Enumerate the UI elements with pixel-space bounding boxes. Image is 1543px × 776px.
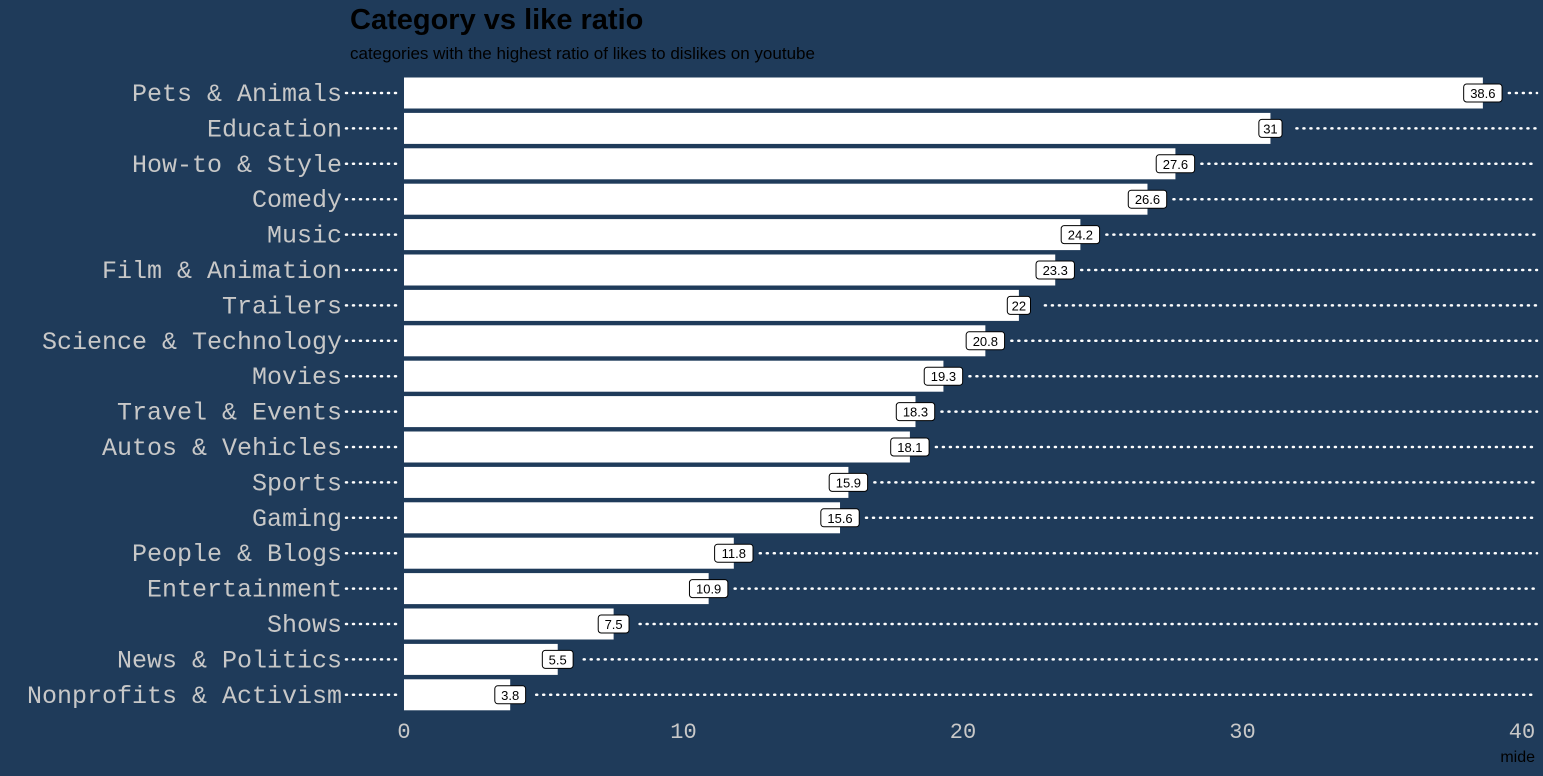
x-tick-label: 40 xyxy=(1509,720,1535,745)
category-label: Sports xyxy=(252,469,342,498)
value-label: 31 xyxy=(1263,121,1277,136)
value-label-box xyxy=(494,685,527,705)
x-tick-label: 30 xyxy=(1229,720,1255,745)
value-label-box xyxy=(923,366,964,386)
value-label-box xyxy=(828,472,869,492)
value-label-box xyxy=(1060,225,1101,245)
value-label: 3.8 xyxy=(501,688,519,703)
x-axis-label: mide xyxy=(1500,749,1535,766)
value-label-box xyxy=(688,579,729,599)
category-label: Comedy xyxy=(252,186,342,215)
value-label-box xyxy=(541,649,574,669)
value-label: 38.6 xyxy=(1470,86,1495,101)
chart-title: Category vs like ratio xyxy=(350,4,644,36)
value-label-box xyxy=(597,614,630,634)
bar xyxy=(404,219,1081,251)
value-label-box xyxy=(895,402,936,422)
x-tick-label: 0 xyxy=(397,720,410,745)
value-label: 5.5 xyxy=(549,652,567,667)
bar xyxy=(404,325,986,357)
category-label: Nonprofits & Activism xyxy=(27,682,342,711)
value-label-box xyxy=(1006,295,1031,315)
x-tick-label: 20 xyxy=(950,720,976,745)
bar xyxy=(404,254,1056,286)
value-label: 26.6 xyxy=(1135,192,1160,207)
value-label: 15.6 xyxy=(827,511,852,526)
value-label-box xyxy=(1258,118,1283,138)
value-label: 27.6 xyxy=(1163,157,1188,172)
value-label-box xyxy=(1463,83,1503,103)
category-label: Autos & Vehicles xyxy=(102,434,342,463)
value-label: 18.3 xyxy=(903,405,928,420)
bar xyxy=(404,148,1176,180)
bar xyxy=(404,431,910,463)
value-label-box xyxy=(1127,189,1168,209)
category-label: Education xyxy=(207,115,342,144)
category-label: Science & Technology xyxy=(42,328,342,357)
value-label-box xyxy=(1155,154,1196,174)
bar xyxy=(404,396,916,428)
bar xyxy=(404,183,1148,215)
bar xyxy=(404,289,1019,321)
category-label: Shows xyxy=(267,611,342,640)
value-label-box xyxy=(820,508,860,528)
value-label: 20.8 xyxy=(973,334,998,349)
category-label: News & Politics xyxy=(117,646,342,675)
category-label: Film & Animation xyxy=(102,257,342,286)
value-label: 23.3 xyxy=(1043,263,1068,278)
bar xyxy=(404,466,849,498)
category-label: People & Blogs xyxy=(132,540,342,569)
value-label: 18.1 xyxy=(897,440,922,455)
bar xyxy=(404,573,709,605)
bar xyxy=(404,643,558,675)
category-label: Trailers xyxy=(222,292,342,321)
category-label: Movies xyxy=(252,363,342,392)
category-label: Entertainment xyxy=(147,576,342,605)
bar xyxy=(404,679,511,711)
value-label: 7.5 xyxy=(605,617,623,632)
value-label-box xyxy=(890,437,930,457)
value-label: 24.2 xyxy=(1068,228,1093,243)
value-label: 15.9 xyxy=(836,475,861,490)
category-label: Pets & Animals xyxy=(132,80,342,109)
value-label-box xyxy=(1035,260,1075,280)
value-label: 11.8 xyxy=(722,546,746,561)
bar xyxy=(404,502,841,534)
value-label: 10.9 xyxy=(696,582,721,597)
value-label-box xyxy=(965,331,1006,351)
category-label: Gaming xyxy=(252,505,342,534)
bar xyxy=(404,360,944,392)
value-label-box xyxy=(714,543,754,563)
bar xyxy=(404,112,1271,144)
bar xyxy=(404,77,1483,109)
category-label: Music xyxy=(267,222,342,251)
value-label: 19.3 xyxy=(931,369,956,384)
bar xyxy=(404,608,614,640)
x-tick-label: 10 xyxy=(670,720,696,745)
bar xyxy=(404,537,734,569)
category-label: Travel & Events xyxy=(117,399,342,428)
chart-subtitle: categories with the highest ratio of lik… xyxy=(350,44,815,63)
value-label: 22 xyxy=(1012,298,1026,313)
category-label: How-to & Style xyxy=(132,151,342,180)
